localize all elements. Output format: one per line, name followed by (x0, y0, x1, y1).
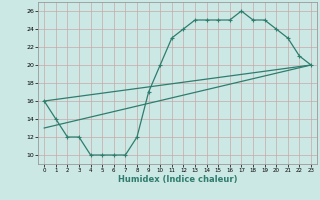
X-axis label: Humidex (Indice chaleur): Humidex (Indice chaleur) (118, 175, 237, 184)
